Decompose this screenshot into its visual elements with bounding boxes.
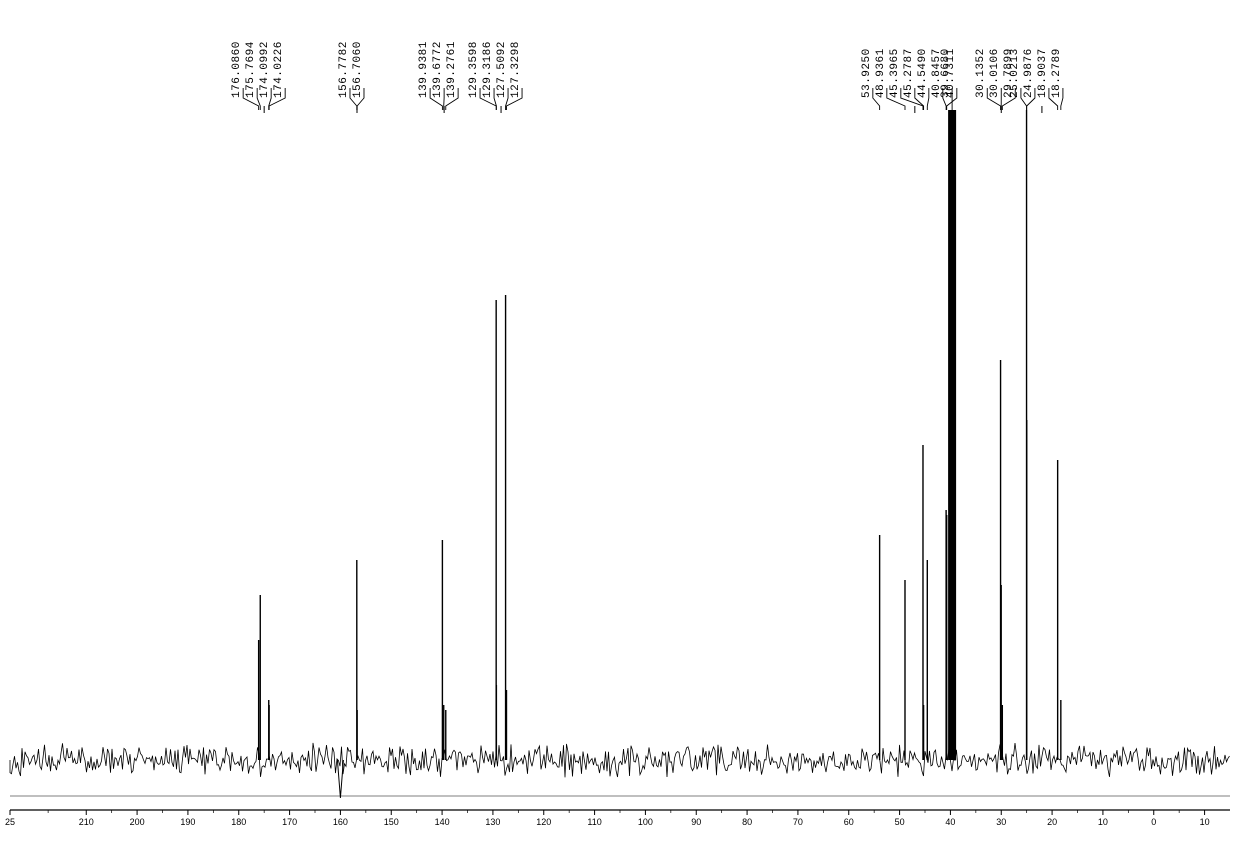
peak-label: 127.3298 — [510, 41, 522, 98]
axis-tick-label: 170 — [282, 817, 297, 827]
axis-tick-label: 60 — [844, 817, 854, 827]
peak-label: 174.0226 — [273, 41, 285, 98]
peak-label: 25.0213 — [1009, 48, 1021, 98]
axis-tick-label: 190 — [180, 817, 195, 827]
axis-tick-label: 30 — [996, 817, 1006, 827]
axis-tick-label: 210 — [79, 817, 94, 827]
peak-label: 39.6680 — [940, 48, 952, 98]
spectrum-svg — [0, 0, 1240, 865]
peak-label: 174.0992 — [259, 41, 271, 98]
peak-label: 30.1352 — [975, 48, 987, 98]
peak-label: 139.6772 — [432, 41, 444, 98]
peak-label: 129.3598 — [468, 41, 480, 98]
peak-label: 24.9876 — [1023, 48, 1035, 98]
axis-tick-label: 20 — [1047, 817, 1057, 827]
axis-tick-label: 90 — [691, 817, 701, 827]
peak-label: 129.3186 — [482, 41, 494, 98]
peak-label: 18.2789 — [1051, 48, 1063, 98]
peak-label: 156.7060 — [352, 41, 364, 98]
peak-label: 139.9381 — [418, 41, 430, 98]
axis-tick-label: 50 — [895, 817, 905, 827]
axis-tick-label: 140 — [435, 817, 450, 827]
peak-label: 48.9361 — [875, 48, 887, 98]
axis-tick-label: 200 — [130, 817, 145, 827]
peak-label: 139.2761 — [446, 41, 458, 98]
axis-tick-label: 0 — [1151, 817, 1156, 827]
peak-label: 18.9037 — [1037, 48, 1049, 98]
axis-tick-label: 110 — [587, 817, 601, 827]
peak-label: 127.5092 — [496, 41, 508, 98]
axis-tick-label: 40 — [945, 817, 955, 827]
axis-tick-label: 80 — [742, 817, 752, 827]
axis-tick-label: 10 — [1098, 817, 1108, 827]
axis-tick-label: 70 — [793, 817, 803, 827]
axis-tick-label: 130 — [485, 817, 500, 827]
peak-label: 45.3965 — [889, 48, 901, 98]
peak-solvent — [948, 110, 956, 760]
peak-label: 175.7694 — [245, 41, 257, 98]
peak-label: 44.5490 — [917, 48, 929, 98]
peak-label: 176.0860 — [231, 41, 243, 98]
peak-label: 45.2787 — [903, 48, 915, 98]
nmr-spectrum-container: 2521020019018017016015014013012011010090… — [0, 0, 1240, 865]
axis-tick-label: 100 — [638, 817, 653, 827]
axis-tick-label: 10 — [1200, 817, 1210, 827]
peak-label: 156.7782 — [338, 41, 350, 98]
axis-tick-label: 25 — [5, 817, 15, 827]
axis-tick-label: 150 — [384, 817, 399, 827]
axis-tick-label: 180 — [231, 817, 246, 827]
axis-tick-label: 120 — [536, 817, 551, 827]
axis-tick-label: 160 — [333, 817, 348, 827]
peak-label: 30.0106 — [989, 48, 1001, 98]
peak-label: 53.9250 — [861, 48, 873, 98]
